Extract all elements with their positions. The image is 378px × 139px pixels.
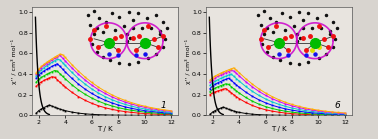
X-axis label: T / K: T / K <box>97 126 113 132</box>
Y-axis label: χ'' / cm³ mol⁻¹: χ'' / cm³ mol⁻¹ <box>11 39 17 84</box>
Y-axis label: χ'' / cm³ mol⁻¹: χ'' / cm³ mol⁻¹ <box>184 39 191 84</box>
Text: 1: 1 <box>160 101 166 110</box>
Text: 6: 6 <box>334 101 340 110</box>
X-axis label: T / K: T / K <box>271 126 287 132</box>
